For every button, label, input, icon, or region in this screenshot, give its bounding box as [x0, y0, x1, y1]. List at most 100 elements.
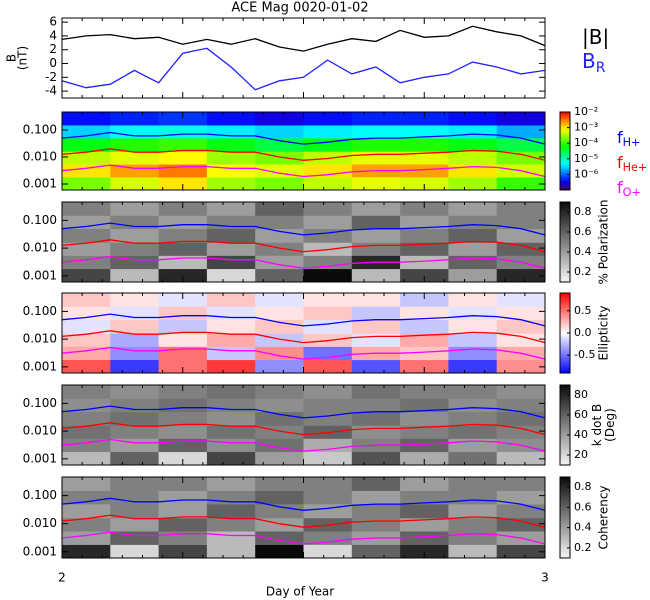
y-tick-label: 0.010 [23, 516, 57, 530]
heatmap-cell [448, 411, 497, 426]
y-tick-label: 2 [49, 42, 57, 56]
heatmap-cell [255, 451, 304, 465]
heatmap-cell [206, 293, 256, 307]
heatmap-cell [496, 202, 545, 216]
heatmap-cell [400, 531, 449, 545]
heatmap-cell [110, 255, 159, 270]
colorbar-label: k dot B [590, 404, 604, 446]
heatmap-cell [206, 531, 256, 545]
heatmap-cell [400, 125, 449, 139]
heatmap-cell [206, 242, 256, 256]
colorbar-tick-label: 0.8 [574, 480, 592, 493]
heatmap-cell [110, 451, 159, 465]
heatmap-cell [448, 112, 497, 126]
heatmap-cell [158, 228, 208, 243]
series-line [62, 497, 545, 511]
legend-subscript: He+ [623, 161, 648, 174]
heatmap-cell [448, 544, 497, 558]
heatmap-cell [158, 517, 208, 532]
heatmap-cell [303, 398, 353, 413]
heatmap-cell [158, 215, 208, 230]
heatmap-cell [351, 319, 401, 334]
heatmap-cell [496, 268, 545, 282]
heatmap-cell [62, 438, 111, 453]
x-tick-label: 3 [541, 571, 549, 585]
legend-name: |B| [582, 25, 609, 49]
heatmap-cell [62, 138, 111, 152]
heatmap-cell [206, 517, 256, 532]
heatmap-cell [62, 359, 111, 373]
heatmap-cell [496, 333, 545, 347]
heatmap-cell [400, 544, 449, 558]
heatmap-cell [62, 504, 111, 519]
heatmap-cell [255, 164, 304, 178]
heatmap-cell [351, 411, 401, 426]
heatmap-cell [206, 544, 256, 558]
heatmap-cell [255, 346, 304, 361]
heatmap-cell [255, 490, 304, 505]
legend-entry: |B| [582, 25, 609, 49]
colorbar [559, 111, 571, 191]
heatmap-cell [62, 477, 111, 491]
colorbar-tick-label: 0.2 [574, 265, 592, 278]
heatmap-cell [158, 504, 208, 519]
heatmap-cell [448, 202, 497, 216]
heatmap-cell [158, 306, 208, 321]
series-line [62, 514, 545, 528]
heatmap-cell [110, 242, 159, 256]
heatmap-cell [303, 125, 353, 139]
colorbar-label: (Deg) [603, 408, 617, 442]
heatmap-cell [448, 268, 497, 282]
heatmap-cell [255, 228, 304, 243]
heatmap-cell [303, 164, 353, 178]
heatmap-cell [255, 398, 304, 413]
heatmap-cell [255, 477, 304, 491]
heatmap-cell [448, 215, 497, 230]
heatmap-cell [303, 359, 353, 373]
heatmap-cell [351, 125, 401, 139]
heatmap-cell [110, 333, 159, 347]
heatmap-cell [62, 164, 111, 178]
heatmap-cell [206, 359, 256, 373]
colorbar-tick-label: 10⁻⁶ [574, 167, 599, 180]
heatmap-cell [303, 112, 353, 126]
heatmap-cell [303, 438, 353, 453]
y-tick-label: 0.010 [23, 332, 57, 346]
heatmap-cell [206, 425, 256, 439]
colorbar-tick-label: 0.4 [574, 245, 592, 258]
y-tick-label: 0.100 [23, 213, 57, 227]
series-line [62, 346, 545, 360]
heatmap-cell [206, 151, 256, 165]
heatmap-cell [110, 544, 159, 558]
heatmap-cell [303, 385, 353, 399]
heatmap-cell [62, 242, 111, 256]
heatmap-cell [62, 517, 111, 532]
heatmap-cell [496, 425, 545, 439]
heatmap-cell [303, 138, 353, 152]
heatmap-cell [303, 228, 353, 243]
heatmap-cell [255, 125, 304, 139]
legend-entry: fH+ [617, 128, 640, 149]
heatmap-cell [110, 398, 159, 413]
heatmap-cell [496, 215, 545, 230]
y-tick-label: 0.001 [23, 177, 57, 191]
heatmap-cell [255, 504, 304, 519]
legend-subscript: R [596, 60, 606, 76]
heatmap-cell [448, 306, 497, 321]
y-tick-label: 0.001 [23, 544, 57, 558]
heatmap-cell [255, 215, 304, 230]
heatmap-cell [496, 228, 545, 243]
heatmap-cell [448, 385, 497, 399]
colorbar-tick-label: -0.5 [574, 348, 595, 361]
y-tick-label: 4 [49, 28, 57, 42]
colorbar [559, 384, 571, 466]
heatmap-cell [62, 112, 111, 126]
heatmap-cell [158, 490, 208, 505]
heatmap-cell [400, 438, 449, 453]
y-tick-label: 0.010 [23, 241, 57, 255]
heatmap-cell [448, 242, 497, 256]
series-line [62, 148, 545, 161]
heatmap-cell [110, 385, 159, 399]
heatmap-cell [303, 531, 353, 545]
heatmap-cell [400, 306, 449, 321]
